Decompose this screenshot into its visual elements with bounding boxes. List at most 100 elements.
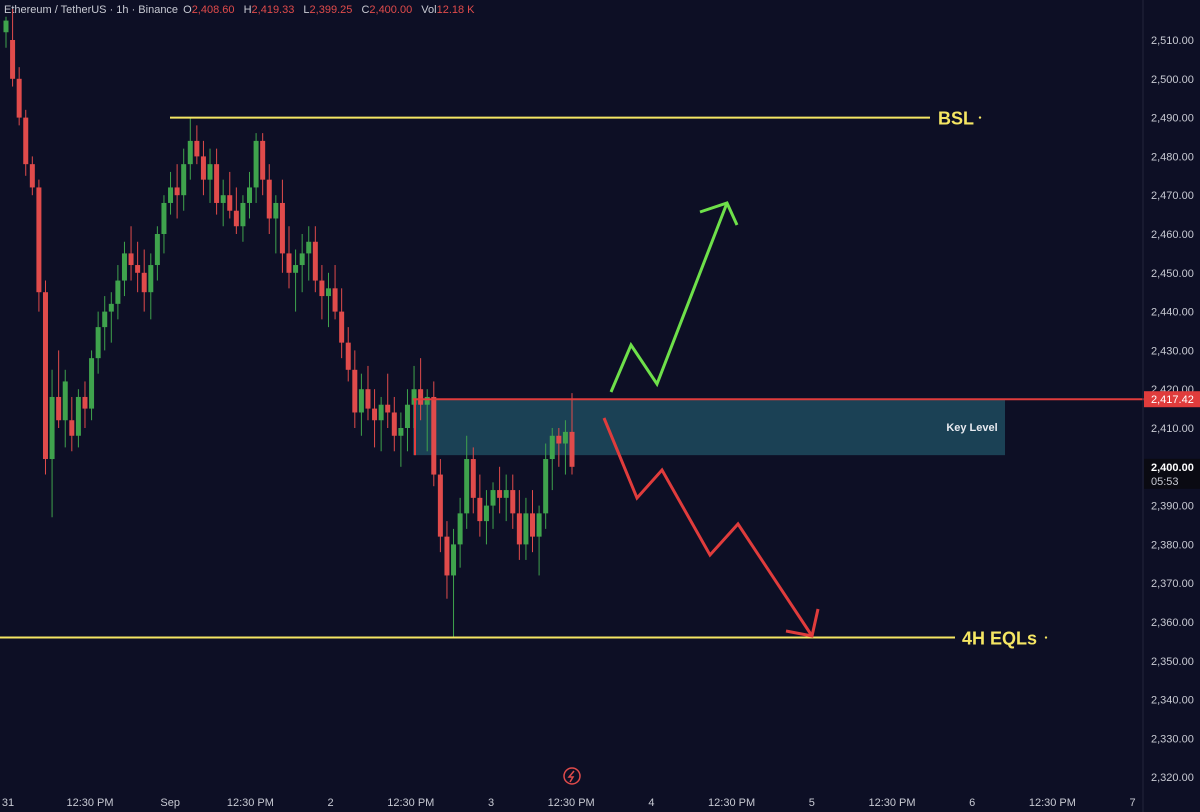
key-level-label: Key Level <box>946 422 997 434</box>
eqls-label: 4H EQLs <box>962 629 1037 649</box>
time-tick-label: 31 <box>2 797 14 809</box>
candle-body <box>516 513 522 545</box>
candle-body <box>411 389 417 405</box>
candle <box>23 109 29 176</box>
symbol-label: Ethereum / TetherUS · 1h · Binance <box>4 4 179 16</box>
bsl-dot <box>978 116 982 119</box>
time-tick-label: 12:30 PM <box>1029 797 1076 809</box>
candle <box>148 253 154 320</box>
arrow-down-path <box>602 417 814 637</box>
misc-layer <box>563 767 581 785</box>
candle <box>214 148 220 215</box>
candle <box>89 350 95 421</box>
candle <box>135 241 141 293</box>
candle-body <box>457 513 463 545</box>
candle-body <box>543 459 549 514</box>
candle <box>62 369 68 448</box>
candle <box>319 265 325 320</box>
price-tick-label: 2,340.00 <box>1151 695 1194 707</box>
candle <box>49 369 55 518</box>
price-tick-label: 2,350.00 <box>1151 656 1194 668</box>
candle-body <box>398 428 404 436</box>
candle-body <box>273 202 279 219</box>
arrow-up-head <box>699 201 739 226</box>
candle <box>543 443 549 529</box>
candle-body <box>148 265 154 293</box>
candle <box>168 171 174 215</box>
candle <box>16 67 22 126</box>
candle-body <box>194 140 200 157</box>
price-tick-label: 2,440.00 <box>1151 307 1194 319</box>
candle-layer <box>3 8 575 638</box>
time-tick-label: Sep <box>160 797 180 809</box>
candle-body <box>464 459 470 514</box>
price-tick-label: 2,500.00 <box>1151 74 1194 86</box>
candle <box>569 393 575 475</box>
arrow-up-path <box>609 202 729 393</box>
candle-body <box>29 164 35 188</box>
candle <box>181 148 187 211</box>
candle-body <box>569 431 575 467</box>
candle <box>549 428 555 491</box>
level-layer: BSL 4H EQLs <box>0 109 1145 649</box>
candle <box>470 447 476 514</box>
candle <box>154 226 160 281</box>
candle-body <box>510 490 516 514</box>
candle-body <box>16 78 22 118</box>
close-label: C <box>361 4 370 16</box>
low-value: 2,399.25 <box>309 4 353 16</box>
candle-body <box>168 187 174 203</box>
time-tick-label: 5 <box>809 797 815 809</box>
candle <box>29 156 35 196</box>
candle-body <box>556 435 562 444</box>
candle <box>299 234 305 293</box>
close-value: 2,400.00 <box>369 4 413 16</box>
candle-body <box>451 544 457 576</box>
time-tick-label: 12:30 PM <box>548 797 595 809</box>
candle-body <box>161 202 167 234</box>
time-tick-label: 3 <box>488 797 494 809</box>
low-label: L <box>303 4 310 16</box>
candle <box>115 265 121 320</box>
candle <box>490 482 496 529</box>
candle-body <box>214 164 220 203</box>
candle <box>477 474 483 537</box>
bsl-label: BSL <box>938 109 974 129</box>
time-axis[interactable]: 31 12:30 PM Sep 12:30 PM 2 12:30 PM 3 12:30 PM 4… <box>2 797 1136 809</box>
price-tick-label: 2,380.00 <box>1151 539 1194 551</box>
candle-body <box>141 272 147 293</box>
price-tick-label: 2,490.00 <box>1151 113 1194 125</box>
candle <box>431 381 437 487</box>
candle-body <box>372 408 378 421</box>
open-value: 2,408.60 <box>191 4 235 16</box>
candle <box>286 226 292 289</box>
candle-body <box>233 210 239 227</box>
candle <box>220 179 226 227</box>
candle-body <box>391 412 397 436</box>
candle <box>82 381 88 428</box>
candle <box>260 133 266 196</box>
candle-body <box>306 241 312 254</box>
time-tick-label: 12:30 PM <box>708 797 755 809</box>
candle <box>174 164 180 219</box>
candle-body <box>345 342 351 370</box>
candle <box>75 389 81 448</box>
candle-body <box>293 265 299 273</box>
candle-body <box>549 435 555 460</box>
open-label: O <box>183 4 192 16</box>
candle-body <box>181 164 187 196</box>
arrow-layer <box>602 201 820 638</box>
price-tick-label: 2,370.00 <box>1151 578 1194 590</box>
price-tick-label: 2,360.00 <box>1151 617 1194 629</box>
price-axis[interactable]: 2,510.00 2,500.00 2,490.00 2,480.00 2,470.00… <box>1142 0 1200 812</box>
candle <box>108 292 114 343</box>
candle-body <box>10 40 16 79</box>
candle-body <box>82 396 88 409</box>
candle <box>3 16 9 48</box>
candle <box>95 311 101 374</box>
time-tick-label: 12:30 PM <box>868 797 915 809</box>
candle <box>372 389 378 448</box>
candle-body <box>56 396 62 421</box>
candle <box>339 288 345 359</box>
